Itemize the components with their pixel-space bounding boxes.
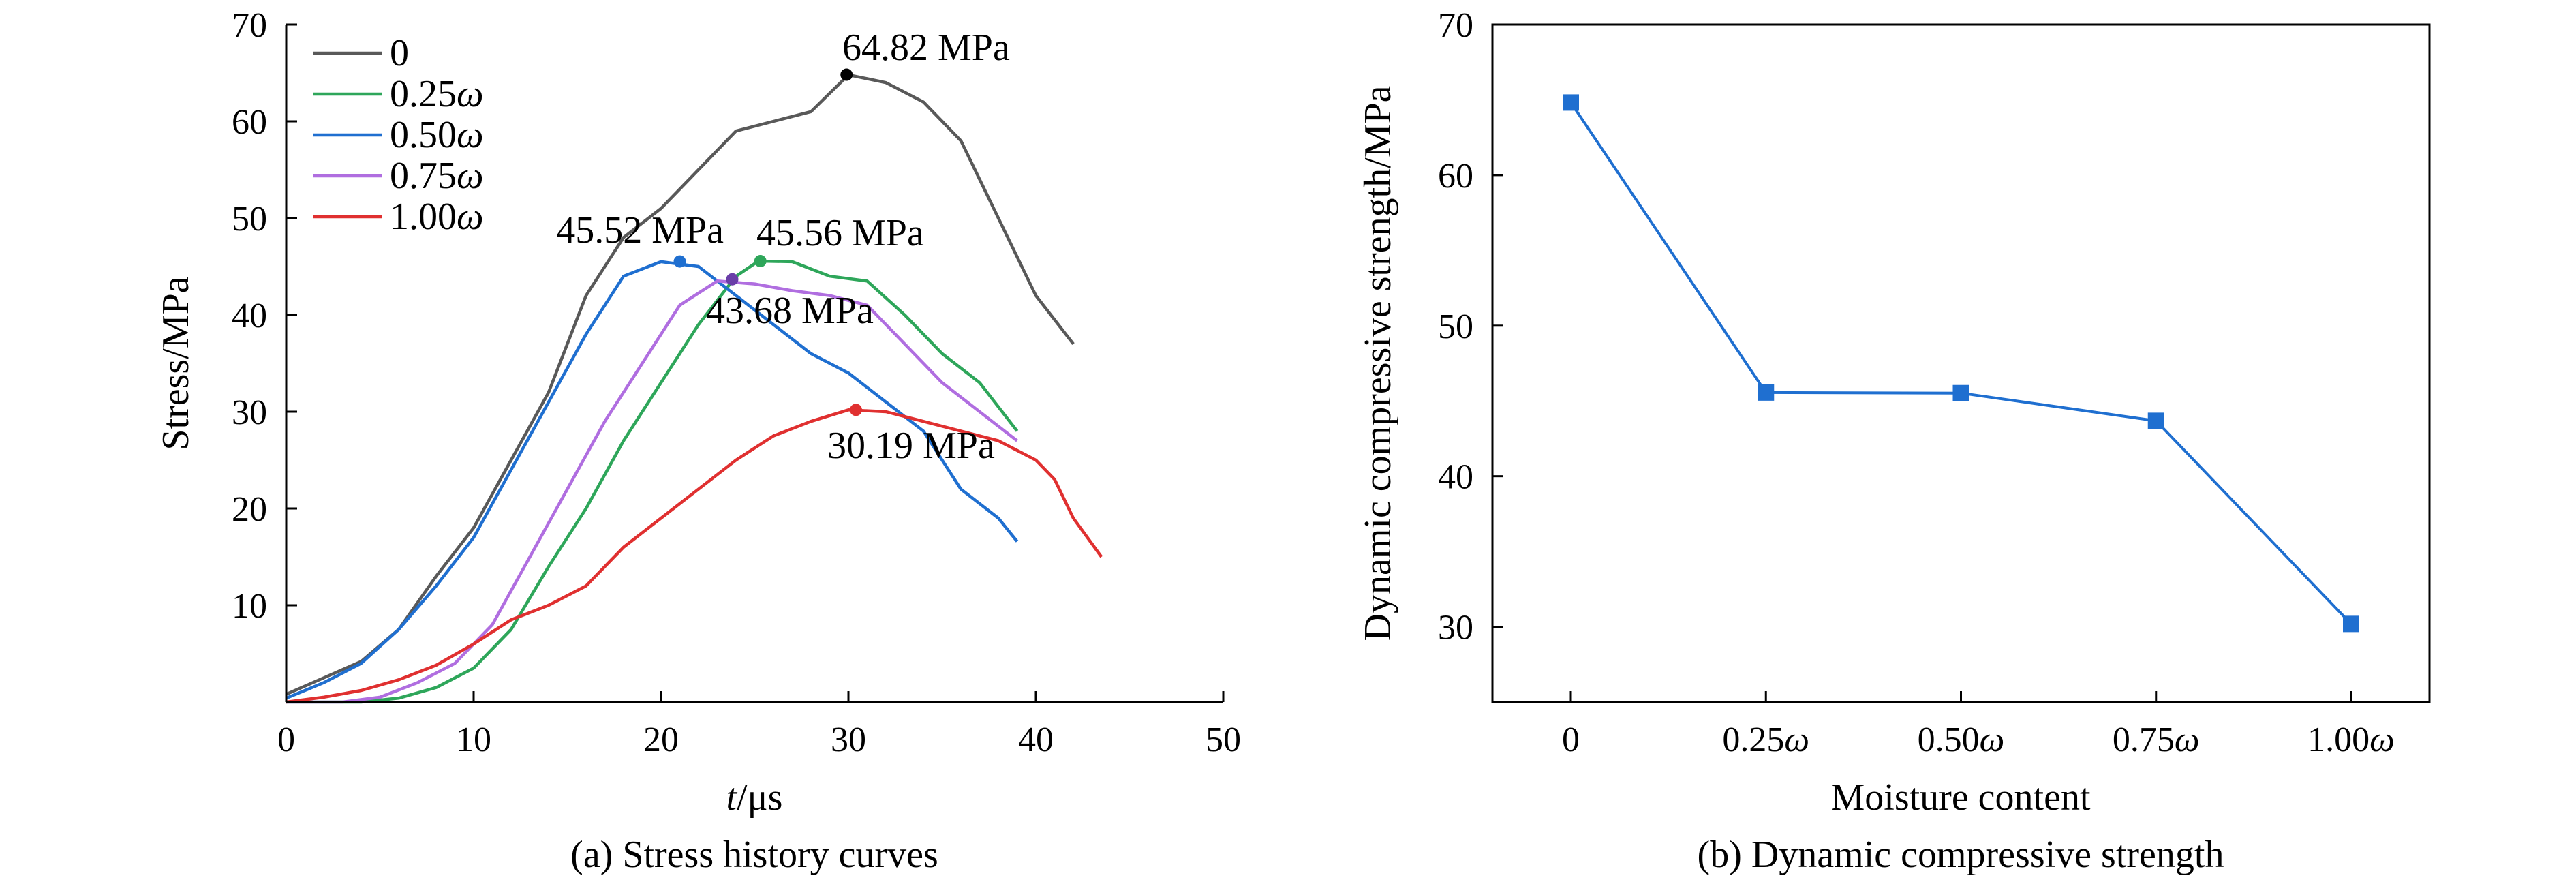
chart-a-x-tick-label: 50 — [1206, 720, 1241, 759]
chart-a-legend-label: 1.00ω — [390, 196, 484, 238]
chart-a-peak-point — [726, 273, 739, 286]
chart-a-legend-label: 0 — [390, 32, 409, 74]
chart-a-peak-point — [754, 255, 767, 268]
chart-b-point-marker — [2147, 412, 2164, 429]
chart-a-y-tick-label: 20 — [232, 490, 267, 529]
chart-a-peak-point — [850, 404, 862, 416]
chart-a-series-line-1 — [286, 259, 1019, 704]
chart-b-point-marker — [1758, 384, 1775, 401]
caption-a: (a) Stress history curves — [570, 834, 938, 876]
chart-a-peak-label: 43.68 MPa — [706, 290, 874, 332]
chart-a-x-tick-label: 20 — [643, 720, 679, 759]
chart-a-y-tick-label: 70 — [232, 6, 267, 45]
chart-b-x-tick-label: 0.75ω — [2113, 720, 2200, 759]
chart-a-series-line-4 — [286, 408, 1103, 704]
chart-a-peak-label: 45.56 MPa — [756, 212, 924, 254]
chart-a-y-tick-label: 30 — [232, 393, 267, 432]
chart-b-x-ticks: 0 0.25ω 0.50ω 0.75ω 1.00ω — [1562, 691, 2395, 759]
chart-a-x-ticks: 0 10 20 30 40 50 — [277, 691, 1241, 759]
caption-b: (b) Dynamic compressive strength — [1698, 834, 2224, 876]
chart-a-y-ticks: 10 20 30 40 50 60 70 — [232, 6, 297, 626]
chart-a-peak-point — [673, 255, 686, 268]
chart-a-legend-label: 0.75ω — [390, 155, 484, 197]
chart-b-frame — [1491, 23, 2431, 703]
chart-a-peak-label: 30.19 MPa — [827, 425, 995, 467]
chart-b-x-tick-label: 0 — [1562, 720, 1580, 759]
chart-a-series-line-0 — [286, 73, 1075, 696]
chart-b-point-marker — [1563, 94, 1579, 111]
chart-b-x-tick-label: 1.00ω — [2307, 720, 2395, 759]
chart-a-y-tick-label: 60 — [232, 103, 267, 142]
chart-b-y-tick-label: 50 — [1438, 307, 1473, 346]
chart-a-peak-label: 64.82 MPa — [842, 27, 1010, 69]
chart-b-series-line — [1569, 102, 2352, 625]
chart-a-legend-label: 0.25ω — [390, 73, 484, 115]
chart-b-y-tick-label: 40 — [1438, 458, 1473, 497]
chart-a-peak-label: 45.52 MPa — [556, 209, 724, 252]
chart-b: 30 40 50 60 70 0 0.25ω 0.50ω 0.75ω 1.00ω Moistur… — [1357, 6, 2431, 876]
chart-b-series-group — [1563, 94, 2359, 633]
chart-a-series-line-2 — [286, 260, 1019, 700]
chart-a: 64.82 MPa 45.56 MPa 45.52 MPa 43.68 MPa 30.1… — [155, 6, 1241, 876]
chart-a-series-group — [286, 73, 1103, 704]
chart-a-x-axis-title: t/μs — [726, 776, 783, 819]
chart-a-x-tick-label: 30 — [831, 720, 866, 759]
chart-b-y-axis-title: Dynamic compressive strength/MPa — [1357, 85, 1399, 641]
chart-a-y-tick-label: 10 — [232, 587, 267, 626]
chart-a-x-tick-label: 0 — [277, 720, 295, 759]
chart-a-y-axis-title: Stress/MPa — [155, 276, 197, 450]
chart-b-y-tick-label: 60 — [1438, 157, 1473, 196]
chart-b-x-axis-title: Moisture content — [1830, 776, 2090, 819]
chart-a-y-tick-label: 40 — [232, 296, 267, 335]
chart-a-y-tick-label: 50 — [232, 200, 267, 239]
chart-a-x-tick-label: 40 — [1018, 720, 1054, 759]
chart-b-x-tick-label: 0.50ω — [1918, 720, 2005, 759]
chart-b-y-tick-label: 30 — [1438, 609, 1473, 648]
chart-a-legend-label: 0.50ω — [390, 114, 484, 156]
chart-a-x-tick-label: 10 — [456, 720, 491, 759]
chart-a-peak-markers: 64.82 MPa 45.56 MPa 45.52 MPa 43.68 MPa 30.1… — [556, 27, 1010, 467]
chart-b-point-marker — [1952, 384, 1969, 401]
chart-b-y-tick-label: 70 — [1438, 6, 1473, 45]
chart-b-point-marker — [2343, 615, 2359, 633]
chart-a-peak-point — [840, 68, 853, 81]
chart-b-y-ticks: 30 40 50 60 70 — [1438, 6, 1503, 648]
chart-b-x-tick-label: 0.25ω — [1722, 720, 1809, 759]
chart-a-series-line-3 — [286, 279, 1018, 704]
